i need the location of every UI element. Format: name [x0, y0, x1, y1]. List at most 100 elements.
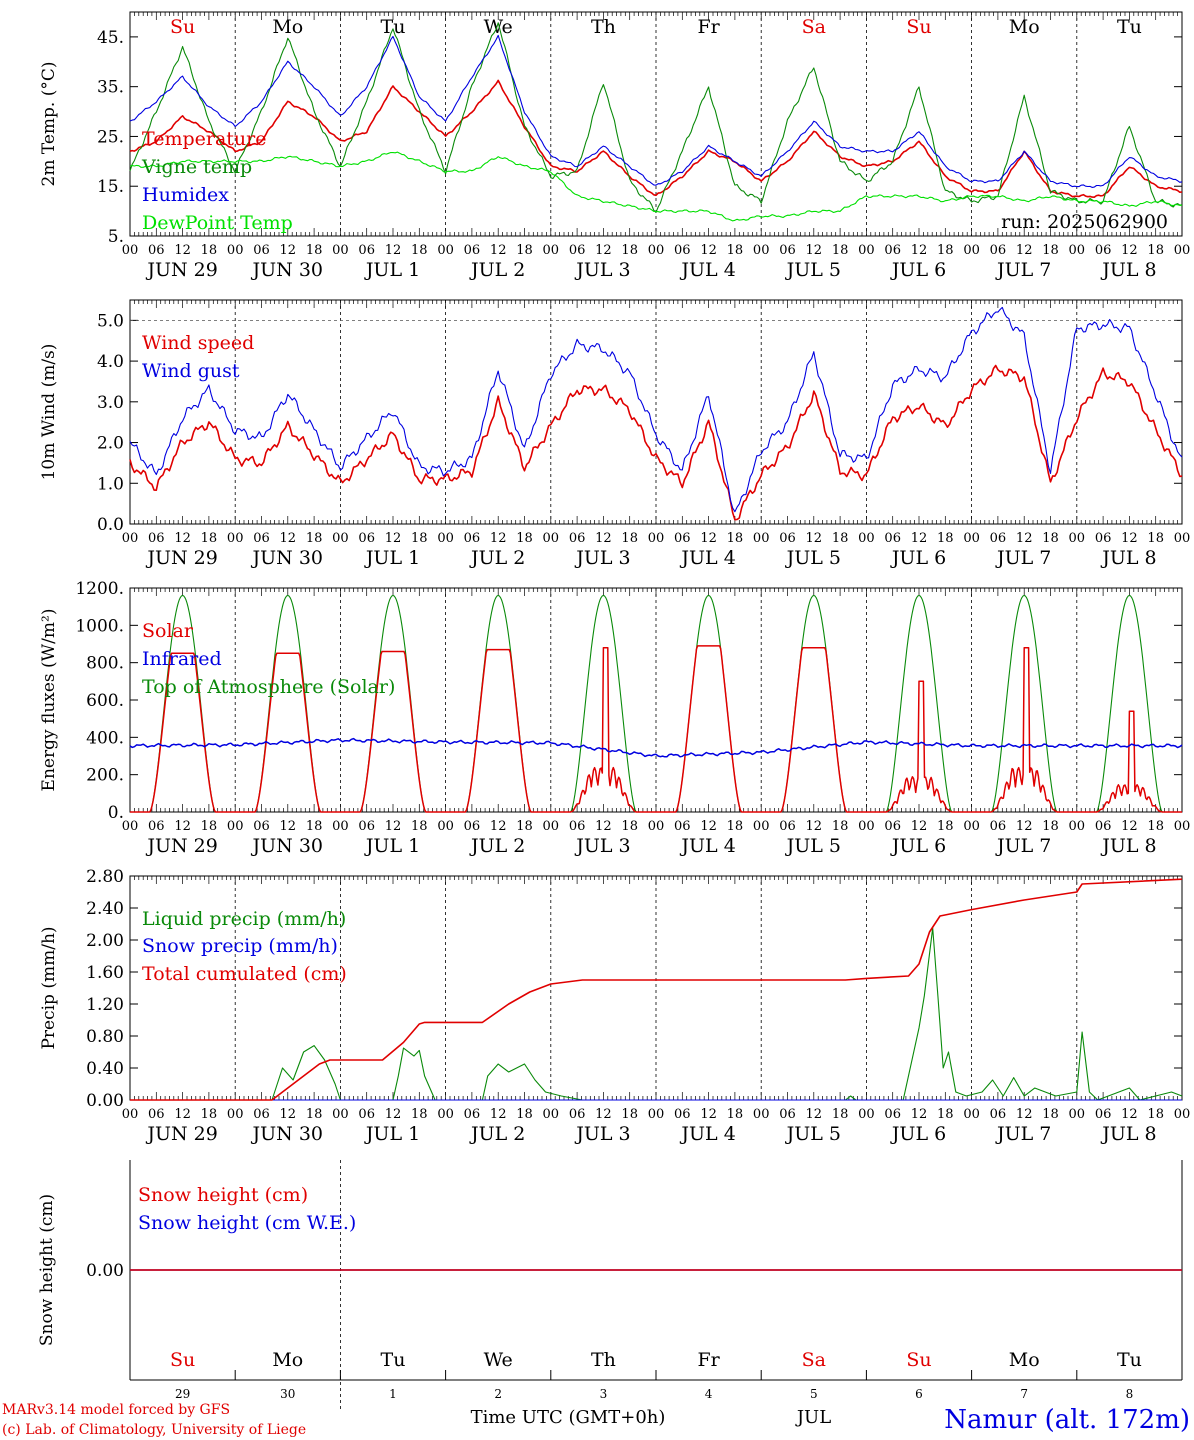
hour-tick-label: 18: [516, 531, 533, 546]
ytick-label: 2.00: [86, 931, 124, 951]
day-label: JUL 8: [1100, 1123, 1156, 1145]
ytick-label: 4.0: [97, 352, 124, 372]
hour-tick-label: 06: [990, 243, 1007, 258]
hour-tick-label: 06: [464, 1107, 481, 1122]
hour-tick-label: 12: [700, 531, 717, 546]
hour-tick-label: 06: [674, 819, 691, 834]
hour-tick-label: 06: [148, 243, 165, 258]
day-label: JUN 29: [145, 835, 217, 857]
hour-tick-label: 18: [516, 819, 533, 834]
ytick-label: 1.20: [86, 995, 124, 1015]
hour-tick-label: 12: [1121, 243, 1138, 258]
hour-tick-label: 12: [385, 1107, 402, 1122]
hour-tick-label: 00: [963, 1107, 980, 1122]
day-label: JUN 30: [251, 1123, 323, 1145]
energy-ylabel: Energy fluxes (W/m²): [39, 609, 59, 792]
hour-tick-label: 06: [674, 531, 691, 546]
day-label: JUL 4: [679, 547, 735, 569]
series-liquid-precip-mm-h-: [271, 927, 1183, 1101]
hour-tick-label: 06: [358, 1107, 375, 1122]
hour-tick-label: 06: [569, 243, 586, 258]
panel-wind: 10m Wind (m/s) 0.0 1.0 2.0 3.0 4.0 5.0 00 06 12 18…: [39, 299, 1190, 569]
series-temperature: [129, 79, 1183, 198]
day-label: JUL 7: [995, 1123, 1051, 1145]
hour-tick-label: 00: [332, 819, 349, 834]
hour-tick-label: 12: [911, 243, 928, 258]
hour-tick-label: 18: [832, 531, 849, 546]
day-label: JUL 5: [785, 1123, 841, 1145]
hour-tick-label: 00: [437, 819, 454, 834]
hour-tick-label: 12: [174, 531, 191, 546]
hour-tick-label: 00: [227, 531, 244, 546]
ytick-label: 400.: [86, 728, 124, 748]
hour-tick-label: 12: [1121, 819, 1138, 834]
day-number-label: 3: [600, 1387, 608, 1401]
series-wind-speed: [129, 364, 1183, 521]
hour-tick-label: 00: [1069, 531, 1086, 546]
weekday-label: Tu: [381, 1349, 406, 1371]
day-label: JUL 8: [1100, 547, 1156, 569]
hour-tick-label: 00: [1069, 243, 1086, 258]
hour-tick-label: 06: [569, 1107, 586, 1122]
hour-tick-label: 06: [990, 819, 1007, 834]
hour-tick-label: 18: [1042, 1107, 1059, 1122]
ytick-label: 5.0: [97, 311, 124, 331]
ytick-label: 1.60: [86, 963, 124, 983]
weekday-label: Sa: [802, 16, 826, 38]
wind-legend: Wind speed Wind gust: [142, 332, 254, 382]
hour-tick-label: 18: [1042, 243, 1059, 258]
hour-tick-label: 00: [753, 243, 770, 258]
hour-tick-label: 12: [280, 819, 297, 834]
hour-tick-label: 18: [832, 243, 849, 258]
hour-tick-label: 00: [648, 1107, 665, 1122]
snow-ylabel: Snow height (cm): [37, 1194, 57, 1346]
hour-tick-label: 18: [727, 243, 744, 258]
hour-tick-label: 00: [227, 1107, 244, 1122]
hour-tick-label: 00: [543, 1107, 560, 1122]
day-label: JUL 8: [1100, 835, 1156, 857]
hour-tick-label: 12: [385, 243, 402, 258]
weekday-label: Mo: [272, 1349, 303, 1371]
day-label: JUL 1: [364, 1123, 420, 1145]
hour-tick-label: 12: [490, 1107, 507, 1122]
legend-wind-gust: Wind gust: [142, 360, 240, 382]
weekday-label: Su: [170, 1349, 195, 1371]
weekday-label: Tu: [1117, 16, 1142, 38]
ytick-label: 15.: [97, 177, 124, 197]
hour-tick-label: 00: [753, 1107, 770, 1122]
hour-tick-label: 12: [911, 819, 928, 834]
hour-tick-label: 12: [1016, 1107, 1033, 1122]
hour-tick-label: 06: [1095, 1107, 1112, 1122]
hour-tick-label: 06: [358, 243, 375, 258]
legend-dewpoint: DewPoint Temp: [142, 212, 293, 234]
hour-tick-label: 06: [990, 1107, 1007, 1122]
ytick-label: 25.: [97, 127, 124, 147]
hour-tick-label: 00: [543, 243, 560, 258]
hour-tick-label: 18: [201, 819, 218, 834]
hour-tick-label: 00: [1174, 1107, 1191, 1122]
day-label: JUL 3: [574, 1123, 630, 1145]
hour-tick-label: 06: [148, 819, 165, 834]
series-solar: [130, 645, 1182, 813]
legend-snow-precip: Snow precip (mm/h): [142, 935, 338, 957]
hour-tick-label: 06: [884, 531, 901, 546]
day-label: JUL 7: [995, 547, 1051, 569]
hour-tick-label: 00: [648, 243, 665, 258]
hour-tick-label: 00: [543, 819, 560, 834]
day-label: JUL 4: [679, 835, 735, 857]
hour-tick-label: 00: [332, 243, 349, 258]
hour-tick-label: 18: [937, 531, 954, 546]
ytick-label: 0.0: [97, 515, 124, 535]
ytick-label: 3.0: [97, 393, 124, 413]
panel-snow: Snow height (cm) 0.00 Su Mo Tu We Th Fr Sa Su Mo Tu…: [37, 1160, 1183, 1410]
ytick-label: 2.0: [97, 434, 124, 454]
weekday-label: Mo: [1009, 1349, 1040, 1371]
hour-tick-label: 12: [174, 819, 191, 834]
hour-tick-label: 12: [174, 243, 191, 258]
hour-tick-label: 12: [280, 243, 297, 258]
day-number-label: 8: [1126, 1387, 1134, 1401]
hour-tick-label: 18: [201, 531, 218, 546]
weekday-label: Fr: [697, 16, 720, 38]
hour-tick-label: 18: [727, 531, 744, 546]
hour-tick-label: 18: [411, 531, 428, 546]
